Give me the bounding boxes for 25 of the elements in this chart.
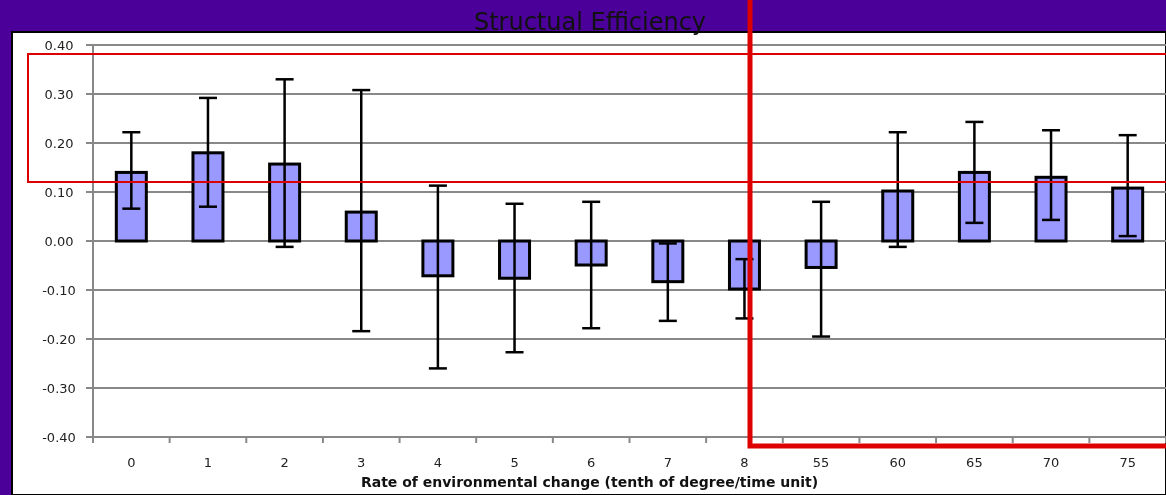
x-tick-label: 70	[1042, 455, 1060, 470]
y-tick-label: -0.10	[42, 282, 76, 298]
x-tick-label: 8	[740, 455, 749, 470]
x-tick-label: 75	[1119, 455, 1136, 470]
x-tick-label: 1	[203, 455, 213, 470]
x-axis-title: Rate of environmental change (tenth of degree/time unit)	[360, 474, 819, 490]
y-tick-label: 0.10	[44, 184, 74, 200]
y-tick-label: 0.20	[44, 135, 74, 151]
x-tick-label: 55	[812, 455, 830, 470]
x-tick-label: 7	[663, 455, 672, 470]
x-tick-label: 5	[510, 455, 519, 470]
x-tick-label: 4	[433, 455, 443, 470]
x-tick-label: 2	[280, 455, 289, 470]
y-tick-label: 0.30	[44, 86, 74, 102]
x-tick-label: 0	[127, 455, 136, 470]
x-tick-label: 3	[357, 455, 366, 470]
x-tick-label: 60	[889, 455, 907, 470]
y-tick-label: 0.00	[44, 233, 74, 249]
y-tick-label: -0.40	[42, 429, 76, 445]
chart-title: Structual Efficiency	[473, 8, 707, 36]
x-tick-label: 65	[966, 455, 983, 470]
x-tick-label: 6	[587, 455, 596, 470]
y-tick-label: -0.20	[42, 331, 76, 347]
y-tick-label: 0.40	[44, 37, 74, 53]
y-tick-label: -0.30	[42, 380, 76, 396]
